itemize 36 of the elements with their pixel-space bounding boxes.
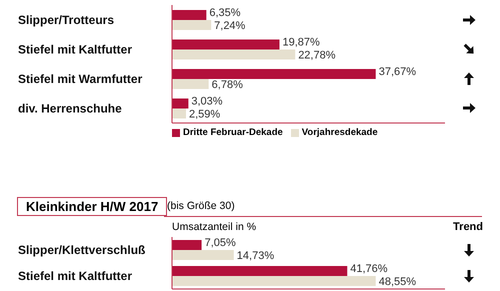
- x-axis-title: Umsatzanteil in %: [172, 221, 256, 233]
- y-tick-label: Stiefel mit Kaltfutter: [18, 42, 132, 56]
- bar: [172, 50, 296, 60]
- data-label: 2,59%: [189, 108, 220, 120]
- bar: [172, 69, 376, 79]
- legend-label: Dritte Februar-Dekade: [183, 127, 283, 138]
- data-label: 7,24%: [214, 20, 246, 32]
- bar: [172, 276, 376, 286]
- data-label: 37,67%: [378, 66, 416, 78]
- chart-title: Kleinkinder H/W 2017: [17, 197, 168, 216]
- bar: [172, 10, 206, 20]
- data-label: 3,03%: [191, 96, 223, 108]
- y-tick-label: Stiefel mit Warmfutter: [18, 72, 143, 86]
- data-label: 48,55%: [378, 276, 416, 288]
- y-tick-label: Slipper/Klettverschluß: [18, 243, 146, 257]
- chart-subtitle: (bis Größe 30): [167, 200, 235, 212]
- legend-label: Vorjahresdekade: [302, 127, 378, 138]
- bar: [172, 79, 209, 89]
- y-tick-label: Slipper/Trotteurs: [18, 12, 114, 27]
- data-label: 19,87%: [282, 36, 320, 48]
- text: Trend: [453, 221, 483, 233]
- bar: [172, 40, 280, 50]
- bar: [172, 240, 202, 250]
- bar: [172, 20, 212, 30]
- data-label: 22,78%: [298, 50, 336, 62]
- data-label: 14,73%: [236, 250, 274, 262]
- data-label: 7,05%: [204, 237, 236, 249]
- data-label: 41,76%: [350, 263, 388, 275]
- bar: [172, 108, 186, 118]
- bar: [172, 250, 234, 260]
- y-tick-label: Stiefel mit Kaltfutter: [18, 269, 132, 283]
- y-tick-label: div. Herrenschuhe: [18, 101, 122, 116]
- data-label: 6,78%: [212, 79, 244, 91]
- data-label: 6,35%: [209, 7, 241, 19]
- bar: [172, 266, 348, 276]
- bar: [172, 98, 188, 108]
